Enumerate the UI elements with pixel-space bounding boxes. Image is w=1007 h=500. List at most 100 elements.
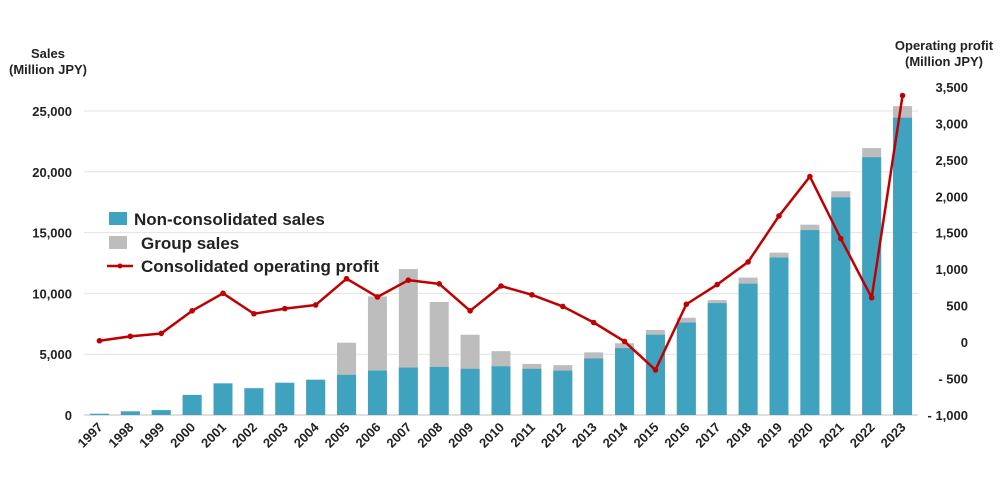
right-axis-title-line2: (Million JPY) [905,54,983,69]
left-tick-label: 5,000 [39,347,72,362]
left-tick-label: 25,000 [32,104,72,119]
right-axis-title-line1: Operating profit [895,38,994,53]
bar-non-consolidated-2010 [491,366,511,415]
legend-label-non-consolidated: Non-consolidated sales [134,210,325,229]
bar-non-consolidated-1998 [120,411,140,415]
bar-non-consolidated-2009 [460,368,480,415]
x-tick-label-2013: 2013 [569,420,600,451]
left-tick-label: 20,000 [32,165,72,180]
x-tick-label-2012: 2012 [538,420,569,451]
profit-point-2001 [220,290,226,297]
right-tick-label: 3,500 [935,80,968,95]
bar-non-consolidated-2013 [584,358,604,415]
bar-non-consolidated-2007 [398,367,418,415]
right-axis-tick-labels: - 1,000 - 500 0 500 1,000 1,500 2,000 2,500 3,00… [928,80,968,423]
profit-point-2016 [683,301,690,308]
bar-non-consolidated-2018 [738,283,758,415]
bar-non-consolidated-2022 [862,157,882,415]
profit-point-2023 [899,92,906,99]
right-tick-label: 0 [961,335,968,350]
x-axis-tick-labels: 1997 1998 1999 2000 2001 2002 2003 2004 2005 2006… [75,419,909,451]
left-axis-tick-labels: 0 5,000 10,000 15,000 20,000 25,000 [32,104,72,423]
profit-point-2010 [498,283,504,289]
right-tick-label: - 500 [938,372,968,387]
right-tick-label: 500 [946,299,968,314]
profit-point-2015 [652,367,659,373]
x-tick-label-2007: 2007 [383,420,414,451]
x-tick-label-2022: 2022 [847,420,878,451]
x-tick-label-2021: 2021 [816,420,847,451]
profit-point-2012 [559,303,566,310]
profit-point-1997 [96,337,103,344]
x-tick-label-2003: 2003 [260,420,291,451]
left-tick-label: 10,000 [32,286,72,301]
left-axis-title-line2: (Million JPY) [9,62,87,77]
bar-non-consolidated-2004 [306,379,326,415]
left-tick-label: 0 [65,408,72,423]
profit-point-2008 [436,281,443,287]
profit-point-2004 [312,302,319,308]
bar-non-consolidated-2019 [769,257,789,415]
profit-point-2006 [374,294,381,300]
profit-point-2000 [189,308,195,314]
x-tick-label-2006: 2006 [353,420,384,451]
bar-non-consolidated-2005 [337,374,357,415]
x-tick-label-2015: 2015 [631,420,662,451]
bar-non-consolidated-2012 [553,370,573,415]
x-tick-label-2011: 2011 [507,420,538,451]
x-tick-label-2000: 2000 [167,420,198,451]
profit-point-2003 [281,305,288,312]
bar-non-consolidated-2016 [676,322,696,415]
x-tick-label-2002: 2002 [229,420,260,451]
bar-non-consolidated-2017 [707,303,727,415]
bar-non-consolidated-2006 [367,370,387,415]
x-tick-label-2005: 2005 [322,420,353,451]
x-tick-label-2010: 2010 [476,420,507,451]
x-tick-label-1998: 1998 [105,420,136,451]
x-tick-label-2014: 2014 [600,419,632,451]
legend: Non-consolidated sales Group sales Conso… [107,210,379,276]
operating-profit-line [96,92,906,373]
bar-non-consolidated-2014 [615,348,635,415]
right-tick-label: - 1,000 [928,408,968,423]
bar-non-consolidated-2001 [213,383,233,415]
right-tick-label: 3,000 [935,116,968,131]
legend-swatch-profit-marker [117,263,123,269]
profit-point-2020 [807,173,813,180]
x-tick-label-2017: 2017 [692,420,723,451]
profit-point-1999 [158,330,165,337]
bar-non-consolidated-1997 [89,413,109,415]
left-tick-label: 15,000 [32,226,72,241]
x-tick-label-2004: 2004 [291,419,323,451]
right-tick-label: 1,500 [935,226,968,241]
x-tick-label-2016: 2016 [661,420,692,451]
x-tick-label-2009: 2009 [445,420,476,451]
profit-point-2017 [714,281,721,288]
profit-point-2019 [776,213,782,219]
profit-point-2007 [405,277,412,283]
bar-non-consolidated-2008 [429,366,449,415]
legend-label-profit: Consolidated operating profit [141,257,379,276]
right-tick-label: 1,000 [935,262,968,277]
profit-point-2018 [745,259,751,265]
bar-non-consolidated-2002 [244,388,264,415]
bar-non-consolidated-2015 [645,334,665,415]
bar-non-consolidated-1999 [151,410,171,415]
legend-swatch-group [109,236,127,249]
x-tick-label-1999: 1999 [136,420,167,451]
profit-point-2021 [837,235,844,242]
x-tick-label-2008: 2008 [414,420,445,451]
legend-swatch-non-consolidated [109,212,127,225]
bar-non-consolidated-2011 [522,368,542,415]
x-tick-label-2001: 2001 [198,420,229,451]
bar-non-consolidated-2023 [893,117,913,416]
bar-non-consolidated-2021 [831,197,851,415]
x-tick-label-2019: 2019 [754,420,785,451]
bar-non-consolidated-2020 [800,230,820,415]
x-tick-label-2023: 2023 [878,420,909,451]
profit-point-2013 [590,319,597,326]
profit-point-2011 [529,291,535,298]
legend-label-group: Group sales [141,234,239,253]
profit-point-1998 [127,333,134,340]
